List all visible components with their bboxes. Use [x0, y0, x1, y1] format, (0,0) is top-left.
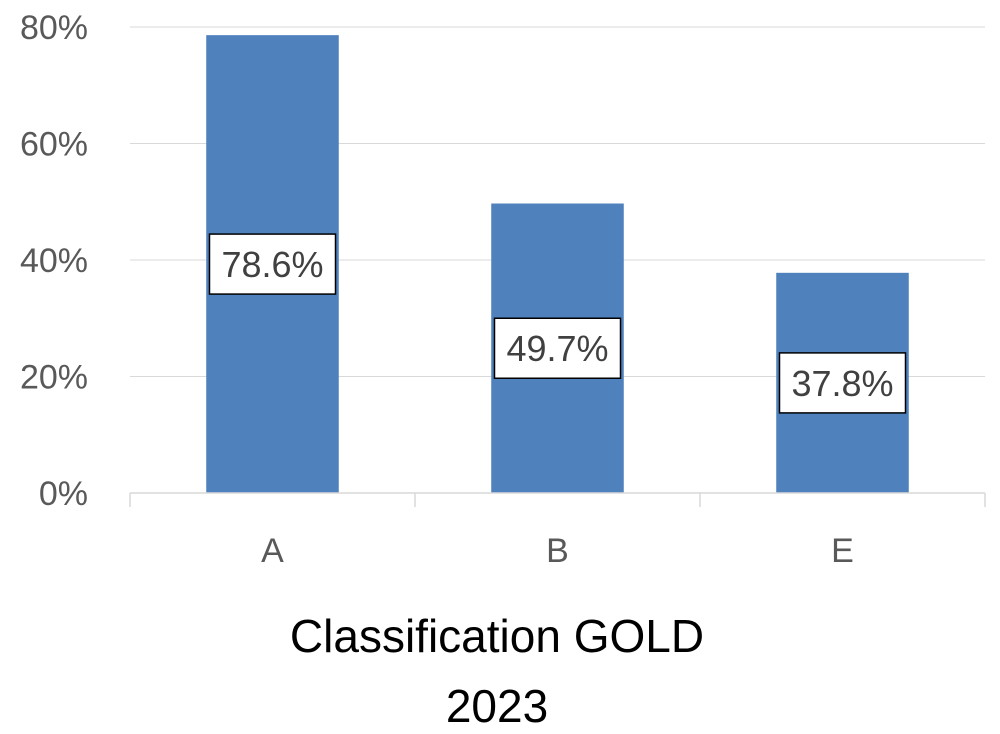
- data-label-value: 78.6%: [221, 244, 323, 285]
- data-label: 37.8%: [778, 352, 907, 414]
- data-labels: 78.6% 49.7% 37.8%: [208, 233, 907, 414]
- x-axis-title-line-1: Classification GOLD: [290, 610, 704, 662]
- data-label-value: 37.8%: [791, 363, 893, 404]
- y-tick-label: 40%: [20, 242, 88, 280]
- x-axis: [129, 492, 986, 507]
- y-tick-label: 20%: [20, 359, 88, 397]
- data-label: 78.6%: [208, 233, 337, 295]
- y-tick-label: 80%: [20, 9, 88, 47]
- category-label: E: [831, 532, 854, 570]
- x-axis-title-line-2: 2023: [446, 680, 548, 732]
- category-label: B: [546, 532, 569, 570]
- y-tick-label: 60%: [20, 126, 88, 164]
- data-label: 49.7%: [493, 317, 622, 379]
- data-label-value: 49.7%: [506, 328, 608, 369]
- data-label-box: [208, 233, 337, 295]
- y-axis-tick-labels: 0% 20% 40% 60% 80%: [20, 9, 88, 513]
- data-label-box: [778, 352, 907, 414]
- data-label-box: [493, 317, 622, 379]
- category-label: A: [261, 532, 284, 570]
- y-tick-label: 0%: [39, 475, 88, 513]
